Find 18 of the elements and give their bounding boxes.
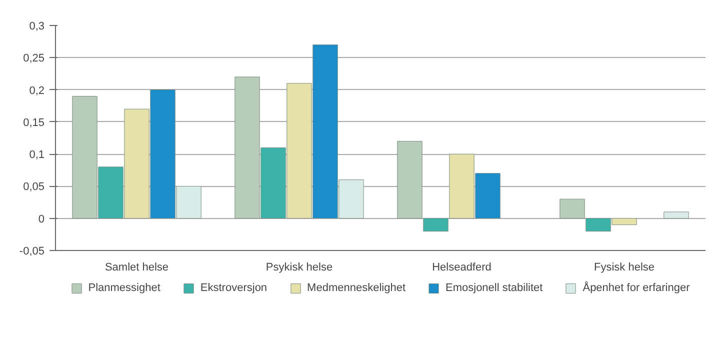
legend-label: Medmenneskelighet — [307, 282, 406, 294]
x-tick-label: Fysisk helse — [594, 262, 655, 274]
legend-label: Ekstroversjon — [200, 282, 268, 294]
y-tick-label: 0,05 — [23, 181, 45, 194]
y-tick-label: 0,2 — [29, 84, 45, 97]
legend-label: Emosjonell stabilitet — [446, 282, 543, 294]
legend-label: Åpenhet for erfaringer — [582, 282, 690, 294]
bar — [664, 212, 689, 219]
legend-label: Planmessighet — [88, 282, 160, 294]
y-tick-label: 0,15 — [23, 116, 45, 129]
y-tick-label: 0,1 — [29, 149, 45, 162]
y-tick-label: 0 — [38, 213, 45, 226]
y-tick-label: 0,25 — [23, 52, 45, 65]
x-tick-label: Samlet helse — [104, 262, 169, 274]
y-tick-label: -0,05 — [19, 246, 45, 258]
x-tick-label: Psykisk helse — [266, 262, 333, 274]
x-tick-label: Helseadferd — [432, 262, 492, 274]
y-tick-label: 0,3 — [29, 20, 45, 32]
